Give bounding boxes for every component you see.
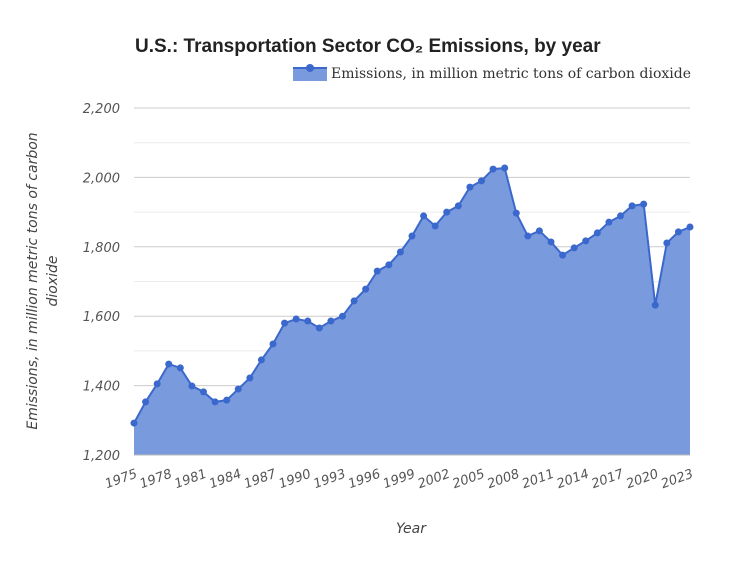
data-point [304, 317, 312, 325]
data-point [269, 340, 277, 348]
y-tick-label: 1,400 [83, 380, 120, 395]
data-point [315, 324, 323, 332]
data-point [489, 165, 497, 173]
data-point [373, 267, 381, 275]
data-point [281, 319, 289, 327]
data-point [327, 317, 335, 325]
x-tick-label: 2011 [520, 467, 556, 492]
data-point [188, 382, 196, 390]
data-point [223, 396, 231, 404]
y-tick-label: 2,200 [83, 102, 120, 117]
x-tick-label: 2017 [590, 466, 627, 492]
data-point [396, 248, 404, 256]
data-point [200, 388, 207, 396]
series-line [133, 166, 691, 424]
data-point [443, 208, 451, 216]
data-point [466, 183, 474, 191]
data-point [582, 237, 590, 245]
x-tick-label: 1987 [242, 466, 279, 492]
x-tick-label: 1999 [381, 467, 417, 492]
x-tick-label: 2008 [485, 467, 521, 492]
x-tick-label: 1990 [277, 467, 313, 492]
data-point [617, 212, 624, 220]
area-fill [134, 168, 690, 455]
data-point [478, 177, 485, 185]
x-tick-label: 2020 [624, 467, 660, 492]
data-point [559, 251, 567, 259]
x-tick-label: 1993 [312, 467, 348, 492]
y-tick-label: 1,600 [83, 310, 120, 325]
y-axis-title: Emissions, in million metric tons of car… [25, 132, 61, 429]
data-point [142, 398, 150, 406]
data-point [339, 312, 346, 320]
data-point [408, 232, 416, 240]
data-point [234, 385, 242, 393]
x-tick-label: 1978 [138, 467, 174, 492]
data-point [663, 239, 671, 247]
data-point [651, 301, 659, 309]
x-tick-label: 2023 [659, 467, 695, 492]
data-point [535, 227, 543, 235]
data-point [547, 238, 555, 246]
data-point [385, 261, 393, 269]
data-point [501, 164, 509, 172]
data-point [674, 228, 682, 236]
data-point [640, 200, 648, 208]
data-point [454, 202, 462, 210]
data-point [524, 232, 532, 240]
data-point [431, 222, 439, 230]
data-point [512, 209, 520, 217]
x-tick-label: 1975 [103, 467, 139, 492]
data-point [211, 398, 219, 406]
chart-title: U.S.: Transportation Sector CO₂ Emission… [135, 36, 601, 57]
data-point [570, 244, 578, 252]
data-point [176, 364, 184, 372]
x-tick-label: 1981 [173, 467, 209, 492]
data-point [593, 229, 601, 237]
data-point [257, 356, 265, 364]
data-point [246, 374, 254, 382]
data-point [686, 223, 694, 231]
x-axis-title: Year [396, 521, 427, 537]
data-point [362, 285, 370, 293]
legend-swatch-icon [293, 64, 327, 81]
x-tick-label: 2005 [451, 467, 487, 492]
data-point [165, 360, 173, 368]
data-point [153, 380, 161, 388]
x-tick-label: 2002 [416, 467, 452, 492]
legend-label: Emissions, in million metric tons of car… [331, 66, 692, 82]
legend[interactable]: Emissions, in million metric tons of car… [293, 64, 692, 82]
data-point [605, 218, 613, 226]
data-point [350, 297, 358, 305]
x-tick-label: 1984 [207, 467, 243, 492]
data-point [628, 202, 636, 210]
data-point [292, 315, 300, 323]
x-tick-label: 1996 [346, 467, 382, 492]
data-point [420, 212, 428, 220]
y-tick-label: 1,800 [83, 241, 120, 256]
x-tick-label: 2014 [555, 467, 591, 492]
y-tick-label: 1,200 [83, 449, 120, 464]
data-point [130, 419, 138, 427]
y-tick-label: 2,000 [83, 171, 120, 186]
